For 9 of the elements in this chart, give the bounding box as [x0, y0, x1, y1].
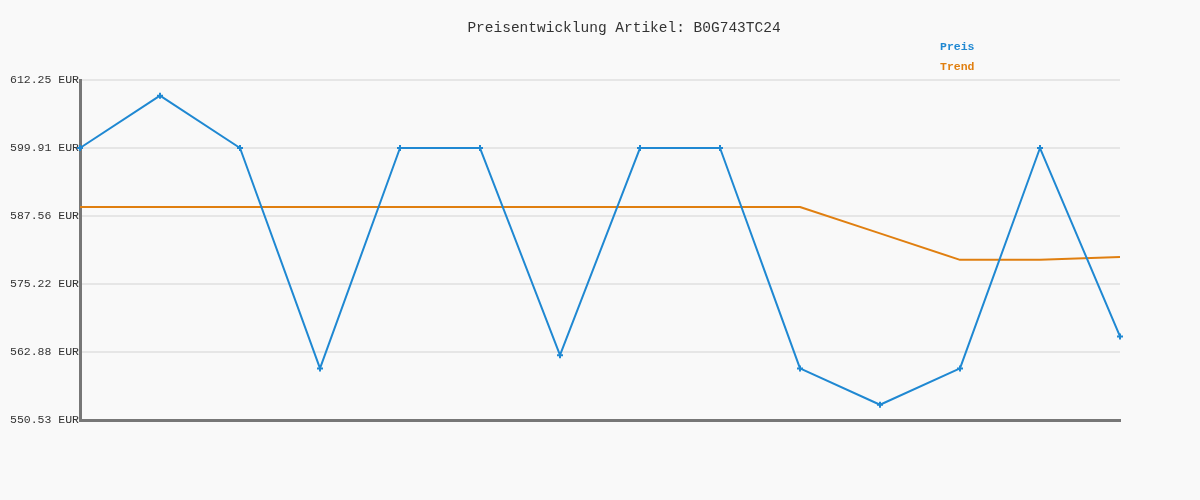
text: Preis	[940, 39, 975, 53]
y-tick-label: 612.25 EUR	[9, 73, 80, 87]
y-tick-label: 599.91 EUR	[9, 141, 80, 155]
text: Trend	[940, 59, 975, 73]
y-tick-label: 562.88 EUR	[9, 345, 80, 359]
y-tick-label: 550.53 EUR	[9, 413, 80, 427]
y-tick-label: 587.56 EUR	[9, 209, 80, 223]
y-tick-label: 575.22 EUR	[9, 277, 80, 291]
chart-title: Preisentwicklung Artikel: B0G743TC24	[467, 19, 781, 36]
